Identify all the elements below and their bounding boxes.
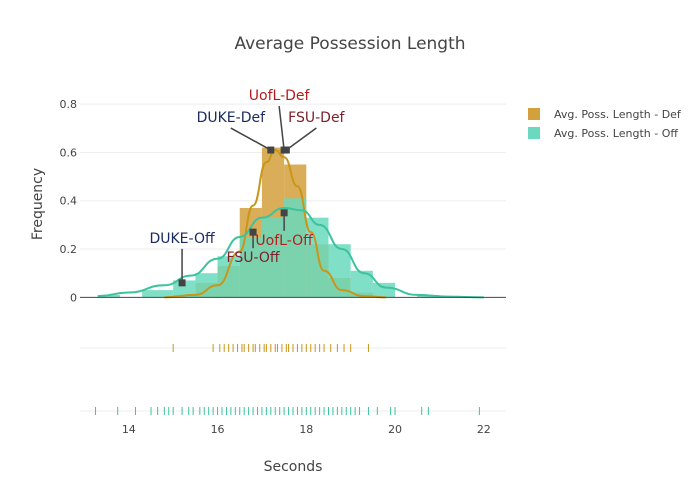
- legend-swatch[interactable]: [528, 108, 540, 120]
- histogram-bar: [306, 217, 329, 298]
- rug-group: [95, 344, 480, 415]
- annotations-group: UofL-Def DUKE-Def FSU-Def UofL-Off DUKE-Off F…: [149, 88, 346, 287]
- density-curve: [97, 206, 484, 299]
- density-curve: [164, 149, 387, 299]
- histogram-bar: [372, 282, 396, 298]
- histogram-bar: [142, 290, 174, 298]
- annotation-marker: [280, 209, 288, 217]
- axes-group: 0 0.2 0.4 0.6 0.8 14 16 18 20 22: [60, 98, 506, 436]
- annotation-arrow: [230, 127, 272, 151]
- histogram-bar: [195, 273, 218, 298]
- histogram-bar: [239, 236, 262, 298]
- legend-swatch[interactable]: [528, 127, 540, 139]
- legend-label[interactable]: Avg. Poss. Length - Def: [554, 108, 682, 121]
- annotation-marker: [178, 279, 186, 287]
- x-tick-label: 22: [477, 423, 491, 436]
- y-tick-label: 0.8: [60, 98, 78, 111]
- annotation-label: FSU-Def: [288, 110, 345, 126]
- chart-title: Average Possession Length: [234, 34, 465, 54]
- legend-label[interactable]: Avg. Poss. Length - Off: [554, 127, 678, 140]
- annotation-arrow: [285, 127, 317, 151]
- annotation-marker: [282, 146, 290, 154]
- y-tick-label: 0.6: [60, 146, 78, 159]
- annotation-label: DUKE-Def: [197, 110, 266, 126]
- x-tick-label: 20: [388, 423, 402, 436]
- histogram-bar: [350, 270, 373, 298]
- histogram-bar: [261, 217, 285, 298]
- annotation-label: UofL-Def: [249, 88, 311, 104]
- annotation-marker: [267, 146, 275, 154]
- x-tick-label: 14: [122, 423, 136, 436]
- x-axis-label: Seconds: [264, 459, 323, 475]
- annotation-label: DUKE-Off: [149, 231, 215, 247]
- annotation-marker: [249, 228, 257, 236]
- annotation-label: UofL-Off: [255, 233, 313, 249]
- y-axis-label: Frequency: [30, 168, 46, 240]
- annotation-arrow: [278, 105, 285, 151]
- histogram-bar: [284, 198, 307, 298]
- curves-group: [97, 149, 484, 299]
- x-tick-label: 16: [211, 423, 225, 436]
- annotation-label: FSU-Off: [227, 250, 280, 266]
- histogram-bar: [217, 256, 240, 298]
- legend[interactable]: Avg. Poss. Length - Def Avg. Poss. Length…: [528, 108, 682, 140]
- y-tick-label: 0: [70, 291, 77, 304]
- y-tick-label: 0.4: [60, 195, 78, 208]
- bars-group: [97, 147, 440, 298]
- y-tick-label: 0.2: [60, 243, 78, 256]
- x-tick-label: 18: [299, 423, 313, 436]
